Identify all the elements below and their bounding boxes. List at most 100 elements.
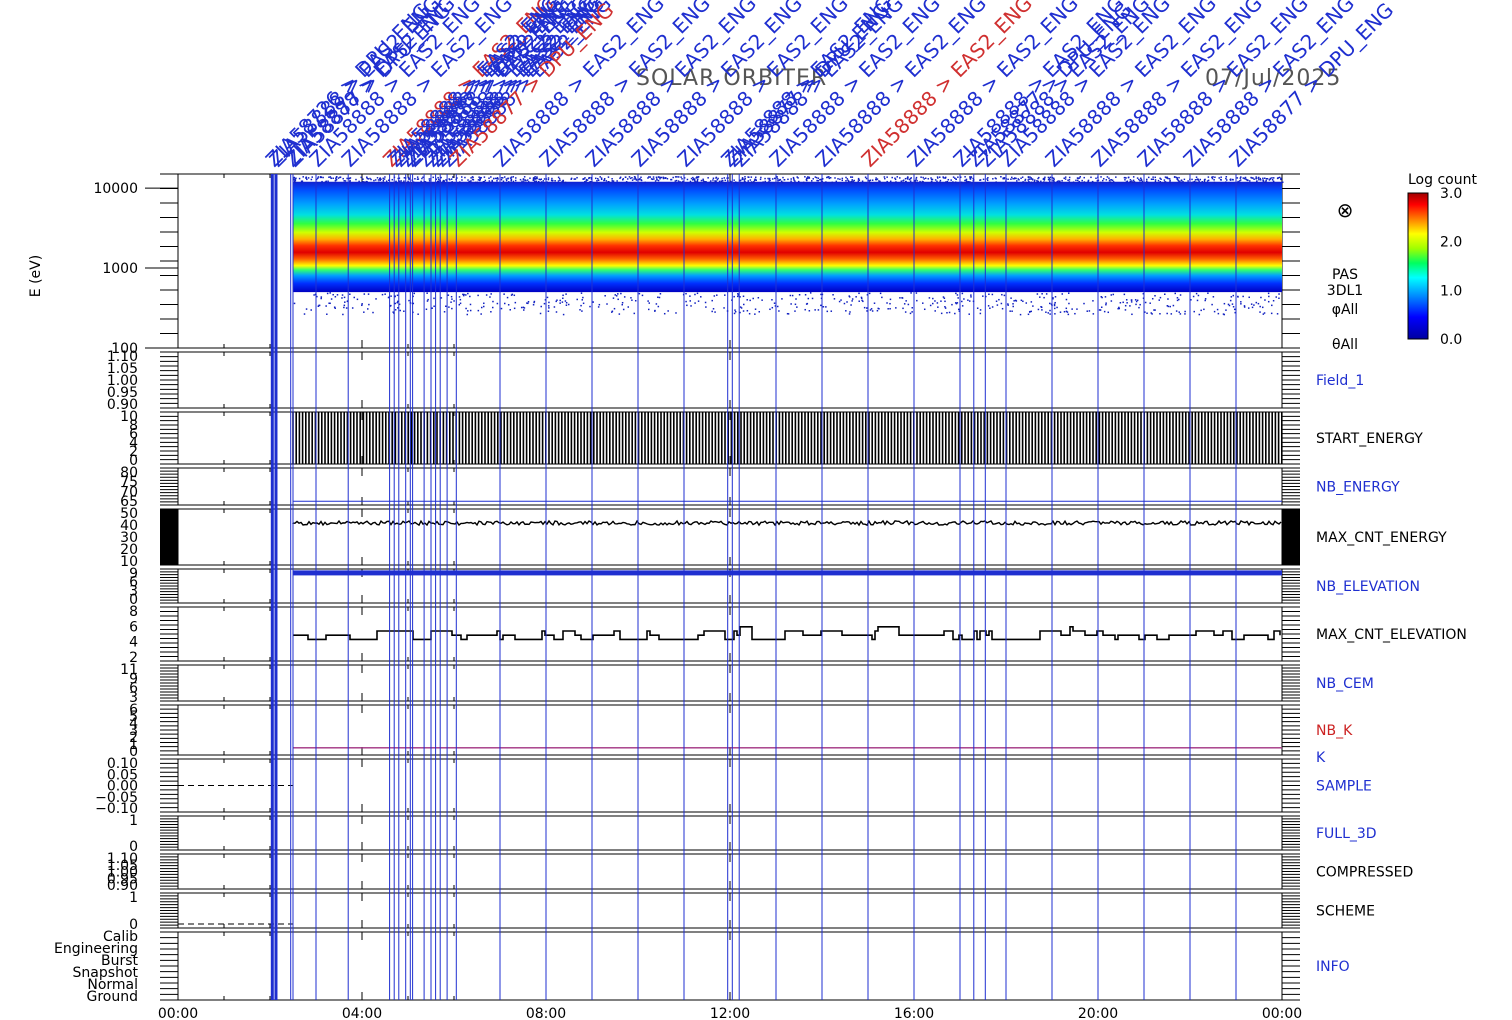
spectrogram-speck — [667, 310, 669, 312]
spectrogram-speck — [512, 180, 515, 183]
spectrogram-speck — [1164, 293, 1166, 295]
spectrogram-speck — [1010, 297, 1012, 299]
spectrogram-speck — [1129, 181, 1131, 183]
spectrogram-speck — [754, 178, 757, 181]
spectrogram-speck — [934, 179, 937, 181]
spectrogram-speck — [1067, 313, 1070, 316]
spectrogram-speck — [445, 179, 447, 181]
spectrogram-speck — [462, 294, 465, 297]
spectrogram-speck — [543, 178, 546, 180]
spectrogram-speck — [1139, 303, 1141, 306]
spectrogram-speck — [862, 300, 864, 303]
spectrogram-speck — [1268, 295, 1270, 298]
spectrogram-speck — [631, 176, 633, 179]
spectrogram-speck — [1109, 181, 1112, 183]
spectrogram-speck — [1031, 178, 1034, 181]
spectrogram-speck — [1130, 301, 1133, 303]
spectrogram-speck — [948, 311, 951, 314]
spectrogram-speck — [332, 177, 334, 180]
spectrogram-speck — [858, 179, 861, 181]
spectrogram-speck — [1251, 177, 1253, 179]
spectrogram-speck — [621, 179, 624, 181]
spectrogram-speck — [345, 307, 348, 309]
spectrogram-speck — [721, 180, 724, 182]
spectrogram-speck — [1034, 179, 1036, 181]
spectrogram-speck — [367, 293, 370, 295]
spectrogram-speck — [1154, 309, 1156, 311]
spectrogram-speck — [837, 178, 839, 180]
spectrogram-speck — [294, 181, 297, 183]
spectrogram-speck — [1271, 177, 1273, 179]
spectrogram-speck — [1088, 310, 1091, 312]
spectrogram-speck — [915, 176, 918, 179]
spectrogram-speck — [329, 302, 331, 305]
spectrogram-speck — [1269, 178, 1271, 180]
spectrogram-speck — [402, 181, 405, 184]
spectrogram-speck — [382, 177, 384, 180]
spectrogram-speck — [857, 177, 860, 180]
spectrogram-speck — [653, 178, 655, 180]
spectrogram-speck — [1194, 180, 1196, 183]
spectrogram-speck — [1124, 179, 1126, 181]
spectrogram-speck — [1220, 179, 1222, 181]
spectrogram-speck — [1262, 313, 1265, 315]
spectrogram-speck — [540, 305, 542, 308]
spectrogram-speck — [403, 180, 405, 182]
spectrogram-speck — [733, 295, 735, 298]
spectrogram-speck — [889, 180, 892, 183]
spectrogram-speck — [928, 297, 931, 299]
spectrogram-speck — [1033, 180, 1036, 183]
spectrogram-speck — [538, 178, 540, 181]
spectrogram-speck — [954, 181, 957, 183]
y-tick-label: 70 — [120, 484, 138, 500]
spectrogram-speck — [771, 306, 774, 309]
spectrogram-speck — [576, 298, 578, 301]
y-tick-label: −0.10 — [95, 801, 138, 817]
spectrogram-speck — [916, 179, 918, 182]
spectrogram-speck — [471, 176, 474, 178]
spectrogram-speck — [1110, 294, 1113, 296]
spectrogram-speck — [1081, 179, 1083, 182]
spectrogram-speck — [513, 294, 516, 297]
spectrogram-speck — [747, 180, 749, 182]
spectrogram-speck — [1130, 299, 1133, 301]
spectrogram-speck — [1159, 177, 1161, 180]
spectrogram-speck — [597, 177, 599, 180]
spectrogram-speck — [969, 177, 971, 180]
spectrogram-speck — [1197, 178, 1199, 180]
spectrogram-speck — [437, 180, 440, 183]
spectrogram-speck — [1248, 296, 1250, 299]
spectrogram-speck — [1039, 296, 1041, 298]
spectrogram-speck — [477, 309, 480, 312]
spectrogram-speck — [959, 176, 962, 179]
spectrogram-speck — [1194, 179, 1197, 181]
spectrogram-speck — [758, 311, 761, 313]
spectrogram-speck — [871, 310, 874, 312]
spectrogram-speck — [826, 176, 828, 179]
spectrogram-speck — [522, 306, 525, 309]
spectrogram-speck — [1108, 181, 1111, 183]
spectrogram-speck — [1271, 304, 1273, 307]
spectrogram-speck — [558, 177, 561, 180]
y-tick-label: 10 — [120, 554, 138, 570]
spectrogram-speck — [579, 309, 581, 311]
spectrogram-speck — [655, 303, 658, 305]
spectrogram-speck — [904, 180, 907, 183]
spectrogram-speck — [851, 300, 853, 302]
spectrogram-speck — [1057, 180, 1059, 182]
panel-info: CalibEngineeringBurstSnapshotNormalGroun… — [54, 929, 1350, 1005]
spectrogram-speck — [1078, 177, 1081, 179]
spectrogram-speck — [1092, 181, 1094, 183]
spectrogram-speck — [795, 298, 797, 300]
spectrogram-speck — [551, 177, 553, 180]
spectrogram-speck — [542, 180, 545, 182]
spectrogram-speck — [373, 179, 375, 182]
spectrogram-speck — [633, 178, 635, 180]
spectrogram-speck — [915, 292, 918, 294]
panel-label: Field_1 — [1316, 373, 1364, 389]
spectrogram-speck — [778, 310, 780, 312]
spectrogram-speck — [852, 180, 855, 182]
y-tick-label: 1 — [129, 890, 138, 906]
spectrogram-speck — [855, 296, 857, 298]
spectrogram-speck — [1271, 179, 1274, 181]
